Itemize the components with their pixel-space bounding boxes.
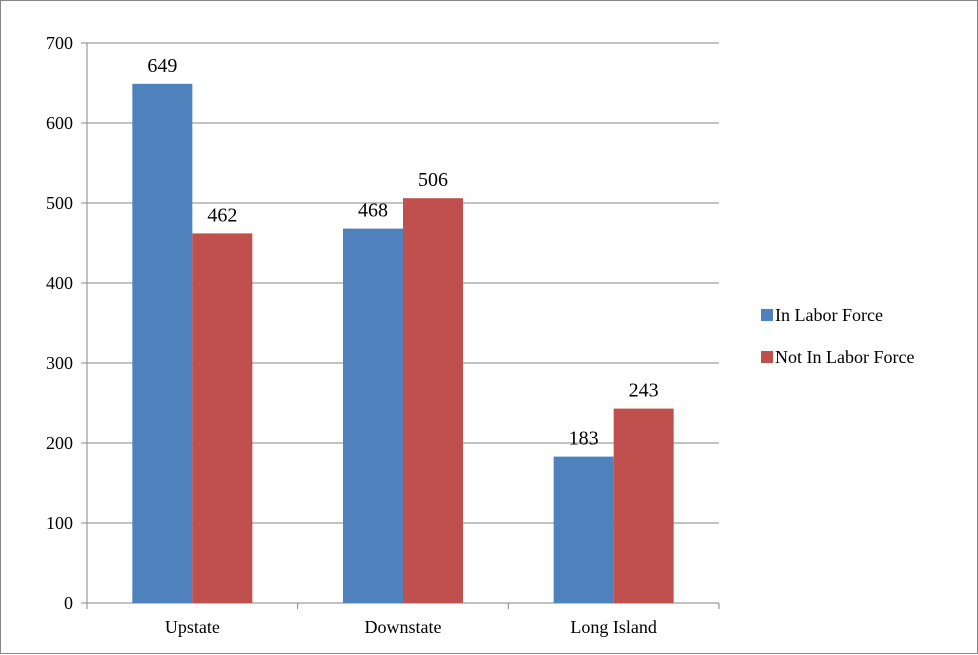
data-label-long-island-not-in-labor-force: 243 xyxy=(629,380,659,402)
legend-swatch-in-labor-force xyxy=(761,309,773,321)
y-tick-label-700: 700 xyxy=(46,33,73,53)
x-tick-label-long-island: Long Island xyxy=(570,617,656,637)
x-tick-label-upstate: Upstate xyxy=(165,617,220,637)
data-label-downstate-in-labor-force: 468 xyxy=(358,200,388,222)
bar-long-island-not-in-labor-force xyxy=(613,408,674,603)
y-tick-label-600: 600 xyxy=(46,113,73,133)
legend-label-in-labor-force: In Labor Force xyxy=(775,305,883,325)
y-tick-label-200: 200 xyxy=(46,433,73,453)
bar-upstate-not-in-labor-force xyxy=(192,233,253,603)
bars xyxy=(132,83,674,604)
legend: In Labor Force Not In Labor Force xyxy=(761,305,914,367)
y-tick-label-0: 0 xyxy=(64,593,73,613)
y-tick-label-500: 500 xyxy=(46,193,73,213)
y-tick-label-300: 300 xyxy=(46,353,73,373)
bar-downstate-not-in-labor-force xyxy=(403,198,463,603)
legend-swatch-not-in-labor-force xyxy=(761,351,773,363)
data-label-long-island-in-labor-force: 183 xyxy=(569,428,599,450)
x-tick-label-downstate: Downstate xyxy=(365,617,442,637)
y-tick-label-100: 100 xyxy=(46,513,73,533)
data-label-upstate-in-labor-force: 649 xyxy=(147,55,177,77)
x-axis: Upstate Downstate Long Island xyxy=(86,602,720,637)
legend-label-not-in-labor-force: Not In Labor Force xyxy=(775,347,914,367)
data-label-downstate-not-in-labor-force: 506 xyxy=(418,169,448,191)
y-tick-label-400: 400 xyxy=(46,273,73,293)
y-axis: 0 100 200 300 400 500 600 700 xyxy=(46,33,88,613)
bar-long-island-in-labor-force xyxy=(553,456,614,603)
data-label-upstate-not-in-labor-force: 462 xyxy=(207,204,237,226)
bar-downstate-in-labor-force xyxy=(343,228,403,603)
data-labels: 649 462 468 506 183 243 xyxy=(147,55,658,450)
bar-upstate-in-labor-force xyxy=(132,83,193,604)
